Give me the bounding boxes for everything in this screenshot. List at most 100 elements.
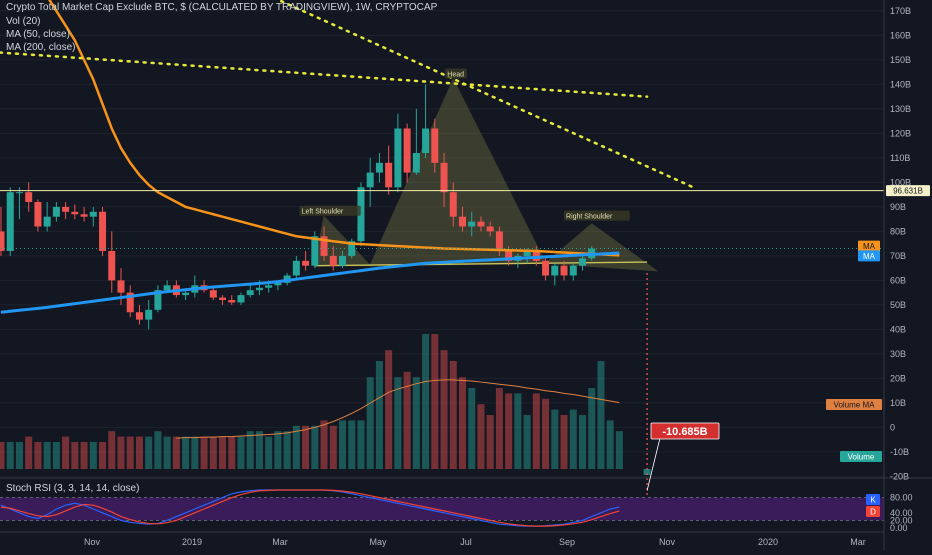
candle-body (89, 211, 97, 217)
volume-bar (495, 388, 503, 469)
candle-body (468, 221, 476, 227)
neckline (314, 261, 648, 267)
candle-body (15, 192, 23, 194)
volume-bar (117, 436, 125, 469)
price-tick-label: 90B (890, 202, 906, 212)
candle-body (375, 162, 383, 173)
stoch-d-tag-bg (866, 506, 880, 517)
price-tick-label: 160B (890, 30, 911, 40)
price-tick-label: 60B (890, 275, 906, 285)
candle-body (154, 290, 162, 310)
candle-body (265, 285, 273, 288)
volume-bar (643, 469, 651, 475)
volume-bar (209, 436, 217, 469)
volume-ma-tag-text: Volume MA (834, 401, 876, 410)
stoch-d-line (0, 489, 620, 527)
price-tick-label: 170B (890, 6, 911, 16)
volume-bar (542, 398, 550, 469)
candle-body (311, 236, 319, 266)
price-tick-label: 70B (890, 251, 906, 261)
volume-bar (551, 409, 559, 469)
volume-bar (597, 361, 605, 469)
candle-body (320, 236, 328, 256)
time-tick-label: Nov (84, 537, 101, 547)
head-label-bg (445, 68, 467, 79)
candle-body (25, 192, 33, 202)
volume-bar (339, 420, 347, 469)
time-tick-label: 2019 (182, 537, 202, 547)
candle-body (6, 192, 14, 251)
stoch-tick-label: 0.00 (890, 523, 908, 533)
volume-bar (403, 371, 411, 469)
volume-bar (6, 442, 14, 469)
descending-trendline (275, 0, 695, 189)
volume-bar (274, 431, 282, 469)
candle-body (385, 162, 393, 188)
volume-bar (163, 436, 171, 469)
legend-ma200[interactable]: MA (200, close) (6, 42, 76, 53)
volume-bar (228, 436, 236, 469)
time-tick-label: Mar (850, 537, 866, 547)
volume-bar (292, 425, 300, 469)
right-shoulder-label: Right Shoulder (564, 210, 630, 221)
candle-body (449, 192, 457, 217)
ma200-tag-text: MA (863, 252, 876, 261)
price-tick-label: -20B (890, 471, 909, 481)
candle-body (357, 187, 365, 242)
time-tick-label: 2020 (758, 537, 778, 547)
price-tick-label: 130B (890, 104, 911, 114)
chart-title: Crypto Total Market Cap Exclude BTC, $ (… (6, 2, 438, 13)
volume-bar (320, 420, 328, 469)
candle-body (302, 260, 310, 266)
legend-stoch-rsi[interactable]: Stoch RSI (3, 3, 14, 14, close) (6, 483, 140, 494)
volume-bar (514, 393, 522, 469)
volume-bar (43, 442, 51, 469)
candle-body (412, 153, 420, 173)
volume-bar (191, 436, 199, 469)
candle-body (135, 312, 143, 320)
candle-body (237, 295, 245, 303)
volume-bar (172, 436, 180, 469)
candle-body (126, 292, 134, 313)
time-tick-label: Jul (460, 537, 472, 547)
ma200-line (0, 251, 620, 314)
candle-body (246, 290, 254, 296)
candle-body (495, 231, 503, 251)
candle-body (228, 300, 236, 303)
price-tick-label: 30B (890, 349, 906, 359)
volume-bar (25, 436, 33, 469)
price-tick-label: 80B (890, 226, 906, 236)
legend-volume[interactable]: Vol (20) (6, 16, 41, 27)
candle-body (117, 280, 125, 293)
volume-bar (311, 425, 319, 469)
candle-body (0, 231, 5, 251)
volume-bar (578, 415, 586, 469)
candle-body (505, 251, 513, 261)
volume-bar (135, 436, 143, 469)
candle-body (80, 214, 88, 217)
candle-body (569, 265, 577, 276)
left-shoulder-label-text: Left Shoulder (302, 209, 344, 216)
volume-bar (375, 361, 383, 469)
ma200-tag: MA (858, 250, 880, 262)
price-tick-label: 0 (890, 422, 895, 432)
volume-bar (200, 436, 208, 469)
candle-body (52, 206, 60, 217)
stoch-d-tag: D (866, 506, 880, 517)
price-tick-label: 100B (890, 177, 911, 187)
callout-text: -10.685B (662, 426, 707, 438)
ma50-tag-text: MA (863, 242, 876, 251)
candle-body (34, 202, 42, 227)
candle-body (182, 292, 190, 296)
candle-body (394, 128, 402, 188)
stoch-k-tag-text: K (870, 496, 876, 505)
price-tick-label: 110B (890, 153, 910, 163)
candle-body (459, 216, 466, 227)
volume-bar (505, 393, 513, 469)
current-price-tag-text: 96.631B (893, 187, 923, 196)
stoch-k-tag-bg (866, 494, 880, 505)
candle-body (219, 297, 227, 300)
candle-body (209, 290, 217, 298)
legend-ma50[interactable]: MA (50, close) (6, 29, 70, 40)
